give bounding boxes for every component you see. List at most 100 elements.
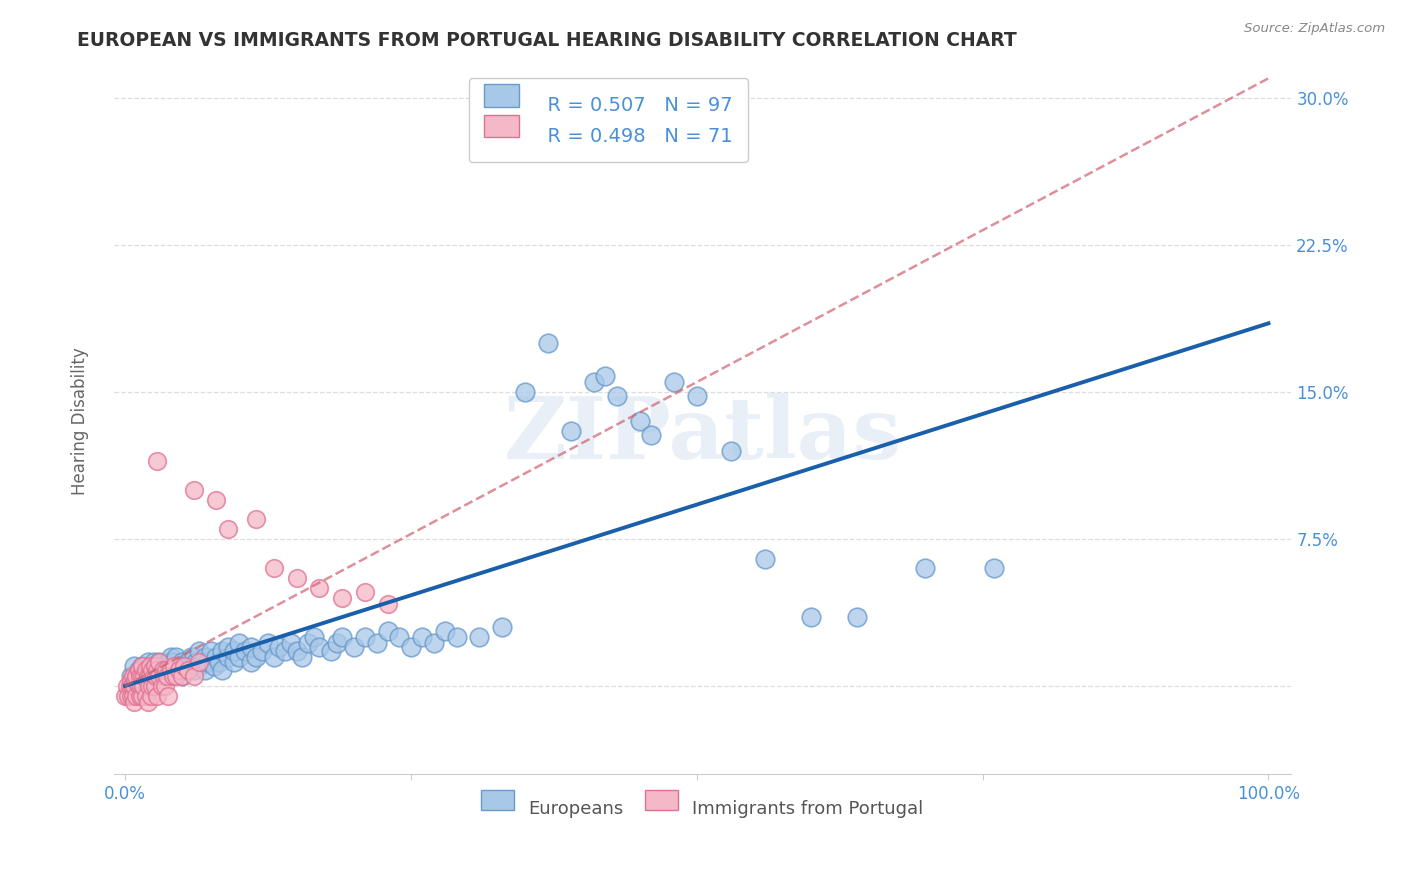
Point — [434, 624, 457, 638]
Point — [217, 640, 239, 654]
Point — [118, 679, 141, 693]
Point — [146, 663, 169, 677]
Point — [143, 659, 166, 673]
Point — [280, 636, 302, 650]
Point — [169, 659, 191, 673]
Point — [217, 649, 239, 664]
Point — [377, 597, 399, 611]
Point — [330, 591, 353, 605]
Point — [263, 561, 285, 575]
Point — [291, 649, 314, 664]
Point — [184, 656, 207, 670]
Point — [446, 630, 468, 644]
Point — [136, 656, 159, 670]
Point — [120, 689, 142, 703]
Point — [228, 636, 250, 650]
Point — [233, 643, 256, 657]
Point — [245, 649, 267, 664]
Point — [122, 669, 145, 683]
Point — [195, 656, 218, 670]
Point — [183, 663, 205, 677]
Point — [165, 669, 187, 683]
Point — [125, 669, 148, 683]
Point — [274, 643, 297, 657]
Point — [146, 453, 169, 467]
Point — [200, 643, 222, 657]
Point — [162, 656, 184, 670]
Y-axis label: Hearing Disability: Hearing Disability — [72, 348, 89, 495]
Point — [422, 636, 444, 650]
Point — [191, 656, 214, 670]
Point — [146, 659, 169, 673]
Point — [120, 669, 142, 683]
Point — [686, 389, 709, 403]
Point — [142, 669, 165, 683]
Point — [263, 649, 285, 664]
Point — [150, 663, 173, 677]
Point — [136, 669, 159, 683]
Point — [159, 663, 181, 677]
Point — [132, 679, 155, 693]
Point — [239, 656, 262, 670]
Point — [156, 669, 179, 683]
Point — [285, 643, 308, 657]
Point — [208, 656, 231, 670]
Point — [153, 659, 176, 673]
Point — [628, 414, 651, 428]
Point — [194, 649, 217, 664]
Point — [269, 640, 291, 654]
Point — [135, 689, 157, 703]
Point — [202, 659, 225, 673]
Point — [165, 663, 187, 677]
Point — [157, 689, 180, 703]
Point — [148, 656, 170, 670]
Point — [159, 649, 181, 664]
Point — [662, 375, 685, 389]
Point — [150, 679, 173, 693]
Point — [983, 561, 1005, 575]
Legend: Europeans, Immigrants from Portugal: Europeans, Immigrants from Portugal — [474, 790, 931, 825]
Point — [141, 663, 163, 677]
Point — [491, 620, 513, 634]
Point — [319, 643, 342, 657]
Point — [131, 659, 153, 673]
Point — [148, 669, 170, 683]
Point — [188, 643, 211, 657]
Point — [145, 669, 167, 683]
Point — [143, 679, 166, 693]
Point — [177, 663, 200, 677]
Point — [914, 561, 936, 575]
Point — [754, 551, 776, 566]
Point — [606, 389, 628, 403]
Point — [142, 656, 165, 670]
Point — [560, 424, 582, 438]
Point — [205, 492, 228, 507]
Point — [468, 630, 491, 644]
Point — [302, 630, 325, 644]
Point — [124, 673, 146, 687]
Point — [122, 689, 145, 703]
Point — [157, 656, 180, 670]
Point — [117, 689, 139, 703]
Point — [250, 643, 273, 657]
Point — [222, 656, 245, 670]
Point — [131, 673, 153, 687]
Point — [800, 610, 823, 624]
Point — [121, 679, 143, 693]
Point — [131, 669, 153, 683]
Point — [377, 624, 399, 638]
Point — [142, 669, 165, 683]
Point — [183, 669, 205, 683]
Point — [157, 669, 180, 683]
Point — [245, 512, 267, 526]
Point — [148, 669, 170, 683]
Point — [354, 630, 377, 644]
Point — [131, 659, 153, 673]
Point — [165, 649, 187, 664]
Point — [366, 636, 388, 650]
Point — [153, 679, 176, 693]
Point — [152, 663, 174, 677]
Text: EUROPEAN VS IMMIGRANTS FROM PORTUGAL HEARING DISABILITY CORRELATION CHART: EUROPEAN VS IMMIGRANTS FROM PORTUGAL HEA… — [77, 31, 1017, 50]
Point — [129, 679, 152, 693]
Point — [211, 663, 233, 677]
